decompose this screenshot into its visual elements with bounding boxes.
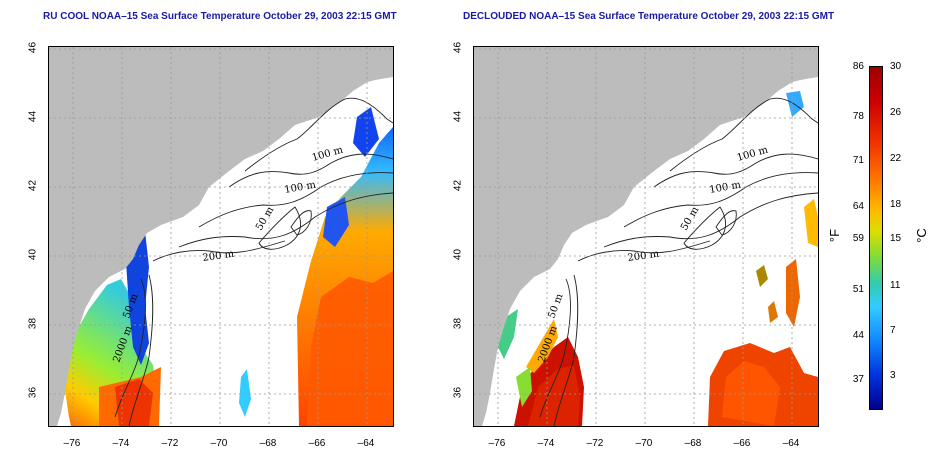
temperature-colorbar (869, 66, 883, 410)
land-mass-nova-scotia (724, 61, 818, 91)
lon-tick-label: –72 (586, 438, 604, 449)
colorbar-celsius-tick: 30 (890, 61, 902, 72)
lon-tick-label: –72 (161, 438, 179, 449)
lat-tick-label: 40 (27, 248, 39, 261)
colorbar-celsius-tick: 7 (890, 325, 896, 336)
colorbar-fahrenheit-tick: 71 (852, 155, 864, 166)
lat-tick-label: 36 (27, 386, 39, 399)
left-map-canvas: 100 m 100 m 50 m 200 m 50 m 2000 m (49, 47, 393, 426)
lat-tick-label: 40 (452, 248, 464, 261)
bathymetry-contours (114, 97, 393, 426)
lat-lon-grid (49, 47, 393, 426)
left-sst-map: 100 m 100 m 50 m 200 m 50 m 2000 m (48, 46, 394, 427)
land-mass-nova-scotia (299, 61, 393, 91)
lat-tick-label: 38 (27, 317, 39, 330)
colorbar-celsius-tick: 26 (890, 107, 902, 118)
colorbar-celsius-tick: 3 (890, 370, 896, 381)
colorbar-celsius-tick: 15 (890, 233, 902, 244)
lat-tick-label: 44 (27, 110, 39, 123)
contour-label: 50 m (546, 292, 565, 320)
lat-tick-label: 42 (27, 179, 39, 192)
lat-lon-grid (474, 47, 818, 426)
lon-tick-label: –64 (357, 438, 375, 449)
colorbar-celsius-tick: 11 (890, 280, 901, 291)
lat-tick-label: 46 (27, 41, 39, 54)
lon-tick-label: –70 (635, 438, 653, 449)
lat-tick-label: 38 (452, 317, 464, 330)
colorbar-celsius-tick: 18 (890, 199, 902, 210)
lon-tick-label: –74 (112, 438, 130, 449)
lon-tick-label: –66 (733, 438, 751, 449)
contour-label: 100 m (311, 144, 345, 163)
colorbar-fahrenheit-tick: 44 (852, 330, 864, 341)
right-map-canvas: 100 m 100 m 50 m 200 m 50 m 2000 m (474, 47, 818, 426)
contour-label: 50 m (679, 205, 701, 233)
contour-label: 100 m (284, 180, 318, 196)
contour-label: 100 m (709, 180, 743, 196)
lon-tick-label: –68 (684, 438, 702, 449)
lat-tick-label: 42 (452, 179, 464, 192)
lon-tick-label: –64 (782, 438, 800, 449)
colorbar-fahrenheit-unit: °F (827, 228, 843, 243)
lat-tick-label: 44 (452, 110, 464, 123)
colorbar-celsius-unit: °C (913, 228, 929, 243)
sst-data-layer (63, 73, 393, 426)
contour-label: 200 m (627, 249, 660, 264)
lon-tick-label: –68 (259, 438, 277, 449)
lon-tick-label: –70 (210, 438, 228, 449)
colorbar-fahrenheit-tick: 64 (852, 201, 864, 212)
colorbar-celsius-tick: 22 (890, 153, 902, 164)
bathymetry-contours (539, 97, 818, 426)
right-map-title: DECLOUDED NOAA–15 Sea Surface Temperatur… (463, 11, 835, 22)
lon-tick-label: –74 (537, 438, 555, 449)
left-map-title: RU COOL NOAA–15 Sea Surface Temperature … (43, 11, 397, 22)
colorbar-fahrenheit-tick: 51 (852, 284, 864, 295)
lon-tick-label: –76 (488, 438, 506, 449)
land-mass (49, 47, 393, 426)
lat-tick-label: 46 (452, 41, 464, 54)
land-mass (474, 47, 818, 426)
colorbar-fahrenheit-tick: 59 (852, 233, 864, 244)
contour-label: 100 m (736, 144, 770, 163)
contour-label: 200 m (202, 249, 235, 264)
colorbar-fahrenheit-tick: 37 (852, 374, 864, 385)
contour-label: 50 m (254, 205, 276, 233)
lat-tick-label: 36 (452, 386, 464, 399)
sst-data-layer (498, 91, 818, 426)
lon-tick-label: –76 (63, 438, 81, 449)
colorbar-fahrenheit-tick: 86 (852, 61, 864, 72)
lon-tick-label: –66 (308, 438, 326, 449)
right-sst-map: 100 m 100 m 50 m 200 m 50 m 2000 m (473, 46, 819, 427)
colorbar-fahrenheit-tick: 78 (852, 111, 864, 122)
